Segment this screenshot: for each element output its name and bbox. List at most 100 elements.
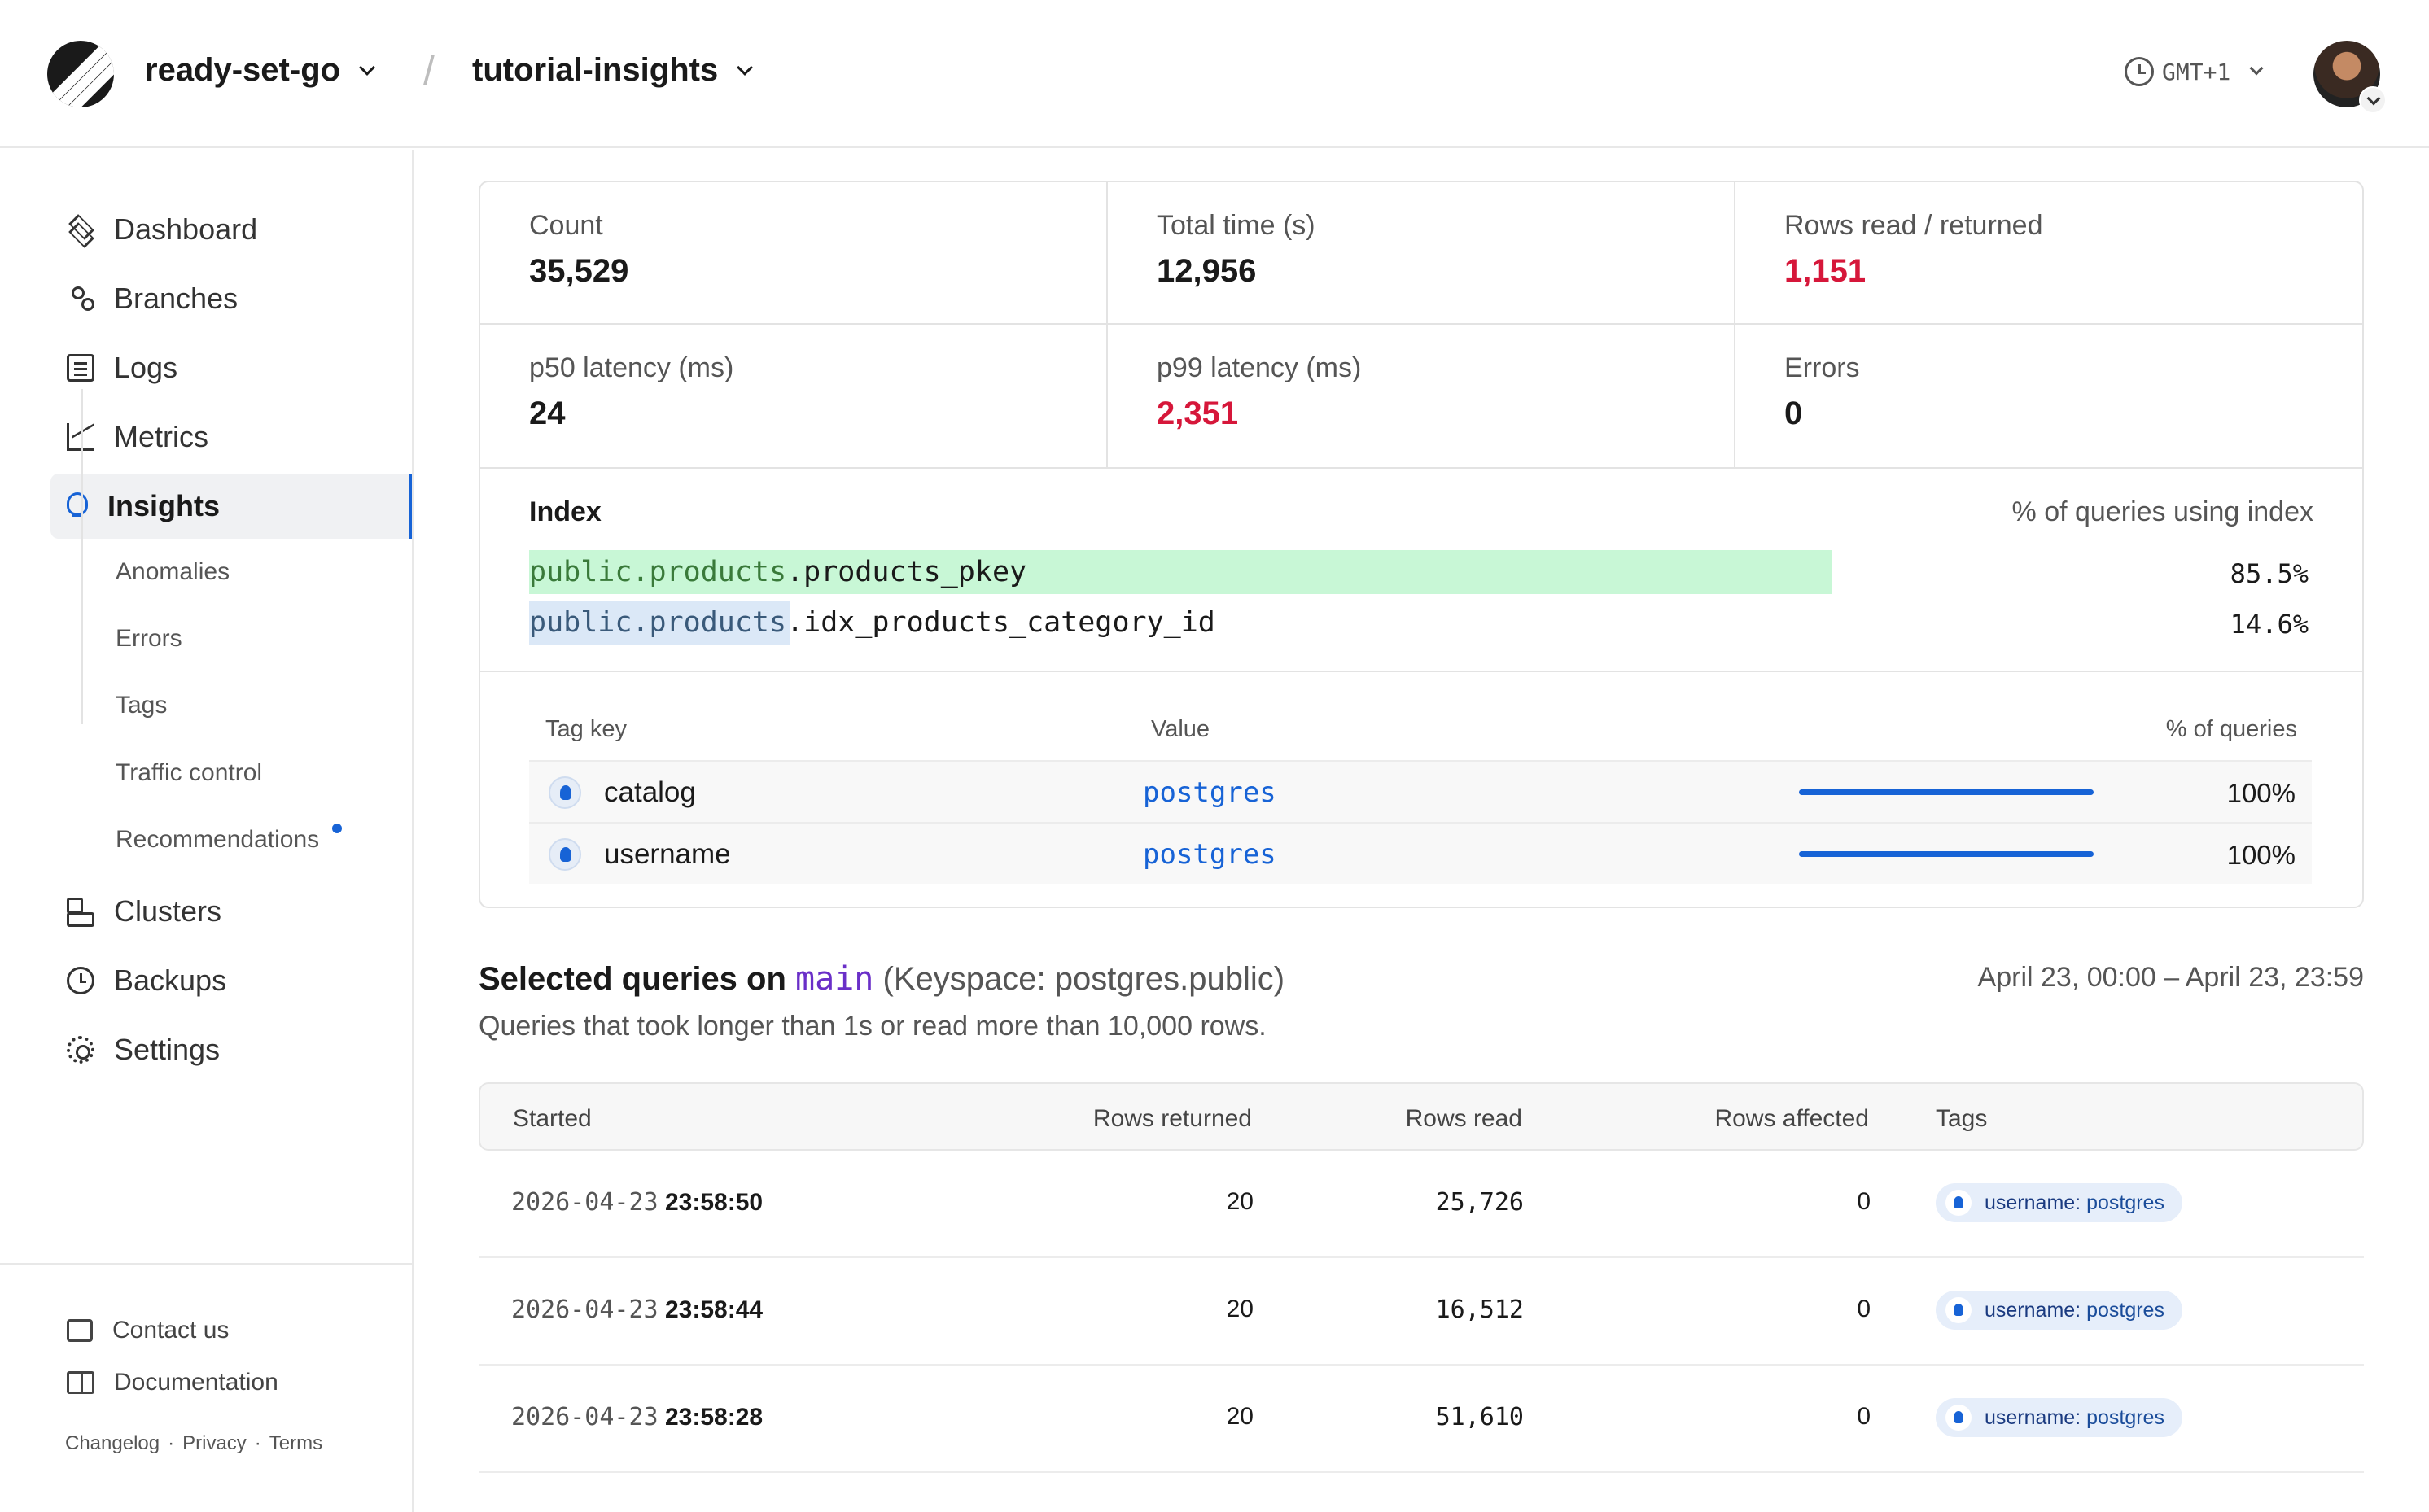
book-icon	[67, 1371, 94, 1394]
sidebar	[0, 150, 414, 1512]
database-switcher[interactable]: tutorial-insights	[472, 52, 754, 89]
postgres-elephant-icon	[1945, 1405, 1972, 1431]
index-name: .idx_products_category_id	[786, 606, 1215, 639]
index-usage-bar	[529, 601, 790, 645]
planetscale-logo-icon[interactable]	[47, 41, 114, 107]
query-stats-card: Count 35,529 Total time (s) 12,956 Rows …	[479, 181, 2364, 908]
documentation-link[interactable]: Documentation	[67, 1369, 278, 1396]
postgres-elephant-icon	[1945, 1190, 1972, 1216]
divider	[480, 467, 2362, 469]
privacy-link[interactable]: Privacy	[182, 1432, 247, 1454]
rows-read-cell: 51,610	[1435, 1403, 1524, 1431]
tag-row[interactable]: username postgres 100%	[529, 822, 2312, 884]
stat-label: Count	[529, 210, 603, 241]
database-name: tutorial-insights	[472, 52, 719, 88]
sidebar-subitem-errors[interactable]: Errors	[116, 625, 182, 652]
pill-value: postgres	[2086, 1298, 2164, 1322]
sidebar-item-label: Settings	[114, 1033, 221, 1066]
sidebar-item-logs[interactable]: Logs	[50, 335, 412, 400]
tag-usage-bar	[1799, 789, 2094, 795]
documentation-label: Documentation	[114, 1369, 278, 1396]
timezone-selector[interactable]: GMT+1	[2125, 57, 2264, 86]
column-header-rows-read[interactable]: Rows read	[1405, 1105, 1522, 1132]
tag-pill[interactable]: username: postgres	[1936, 1398, 2182, 1437]
tag-pill[interactable]: username: postgres	[1936, 1183, 2182, 1222]
legal-links: Changelog · Privacy · Terms	[65, 1432, 322, 1455]
rows-read-cell: 16,512	[1435, 1296, 1524, 1324]
sidebar-item-dashboard[interactable]: Dashboard	[50, 197, 412, 262]
stat-value: 24	[529, 395, 566, 431]
stat-label: p99 latency (ms)	[1157, 352, 1362, 383]
keyspace-label: (Keyspace: postgres.public)	[882, 961, 1285, 997]
changelog-link[interactable]: Changelog	[65, 1432, 160, 1454]
lightbulb-icon	[67, 492, 88, 520]
chat-icon	[67, 1319, 93, 1342]
stat-label: Errors	[1784, 352, 1860, 383]
index-row[interactable]: public.products .products_pkey	[529, 550, 1026, 594]
rows-returned-cell: 20	[1226, 1296, 1254, 1322]
tag-value: postgres	[1143, 776, 1276, 809]
breadcrumb-separator: /	[423, 48, 435, 94]
tag-pct: 100%	[2226, 778, 2296, 808]
started-time: 23:58:28	[664, 1404, 764, 1431]
column-header-rows-affected[interactable]: Rows affected	[1714, 1105, 1869, 1132]
sidebar-item-label: Dashboard	[114, 212, 258, 246]
clock-icon	[2125, 57, 2154, 86]
branch-name[interactable]: main	[795, 960, 874, 998]
stat-errors: Errors 0	[1735, 325, 2362, 466]
divider	[480, 671, 2362, 672]
table-row[interactable]: 2026-04-23 23:58:28 20 51,610 0 username…	[479, 1366, 2364, 1473]
org-name: ready-set-go	[145, 52, 341, 88]
pill-value: postgres	[2086, 1405, 2164, 1429]
backup-icon	[67, 967, 94, 994]
index-header: Index	[529, 496, 602, 527]
terms-link[interactable]: Terms	[269, 1432, 323, 1454]
sidebar-item-label: Metrics	[114, 420, 208, 453]
table-row[interactable]: 2026-04-23 23:58:44 20 16,512 0 username…	[479, 1258, 2364, 1366]
sidebar-item-insights[interactable]: Insights	[50, 474, 412, 539]
selected-queries-subtitle: Queries that took longer than 1s or read…	[479, 1011, 1267, 1042]
started-date: 2026-04-23	[511, 1403, 659, 1431]
table-row[interactable]: 2026-04-23 23:58:50 20 25,726 0 username…	[479, 1151, 2364, 1258]
sidebar-subitem-traffic-control[interactable]: Traffic control	[116, 759, 263, 786]
sidebar-item-clusters[interactable]: Clusters	[50, 879, 412, 944]
chevron-down-icon	[2249, 61, 2264, 76]
column-header-rows-returned[interactable]: Rows returned	[1092, 1105, 1252, 1132]
sidebar-item-settings[interactable]: Settings	[50, 1017, 412, 1082]
index-pct: 85.5%	[2230, 558, 2309, 589]
stat-p99: p99 latency (ms) 2,351	[1108, 325, 1735, 466]
contact-us-link[interactable]: Contact us	[67, 1317, 229, 1344]
sidebar-subitem-recommendations[interactable]: Recommendations	[116, 826, 320, 853]
sidebar-item-metrics[interactable]: Metrics	[50, 404, 412, 470]
title-prefix: Selected queries on	[479, 961, 786, 997]
gear-icon	[67, 1036, 94, 1064]
sidebar-subitem-anomalies[interactable]: Anomalies	[116, 558, 230, 585]
stat-value: 1,151	[1784, 253, 1867, 289]
chevron-down-icon	[737, 59, 754, 76]
clusters-icon	[67, 898, 94, 927]
sidebar-item-backups[interactable]: Backups	[50, 948, 412, 1013]
postgres-elephant-icon	[549, 776, 581, 809]
date-range: April 23, 00:00 – April 23, 23:59	[1977, 962, 2364, 993]
tag-pill[interactable]: username: postgres	[1936, 1291, 2182, 1330]
org-switcher[interactable]: ready-set-go	[145, 52, 375, 89]
tag-key: catalog	[604, 776, 696, 808]
sidebar-subitem-tags[interactable]: Tags	[116, 692, 168, 719]
legal-separator: ·	[168, 1432, 175, 1454]
notification-dot	[332, 824, 342, 833]
rows-affected-cell: 0	[1857, 1403, 1871, 1430]
sidebar-item-label: Insights	[107, 489, 221, 522]
sidebar-item-branches[interactable]: Branches	[50, 266, 412, 331]
tag-row[interactable]: catalog postgres 100%	[529, 760, 2312, 822]
logs-icon	[67, 354, 94, 382]
tag-value: postgres	[1143, 838, 1276, 871]
index-name: .products_pkey	[786, 556, 1027, 588]
pill-key: username:	[1985, 1298, 2081, 1322]
index-row[interactable]: public.products .idx_products_category_id	[529, 601, 1215, 645]
chevron-down-icon[interactable]	[2359, 86, 2387, 114]
contact-label: Contact us	[112, 1317, 230, 1344]
top-header: ready-set-go / tutorial-insights GMT+1	[0, 0, 2429, 148]
column-header-started[interactable]: Started	[513, 1105, 592, 1132]
tag-value-header: Value	[1151, 716, 1210, 742]
stat-p50: p50 latency (ms) 24	[480, 325, 1107, 466]
